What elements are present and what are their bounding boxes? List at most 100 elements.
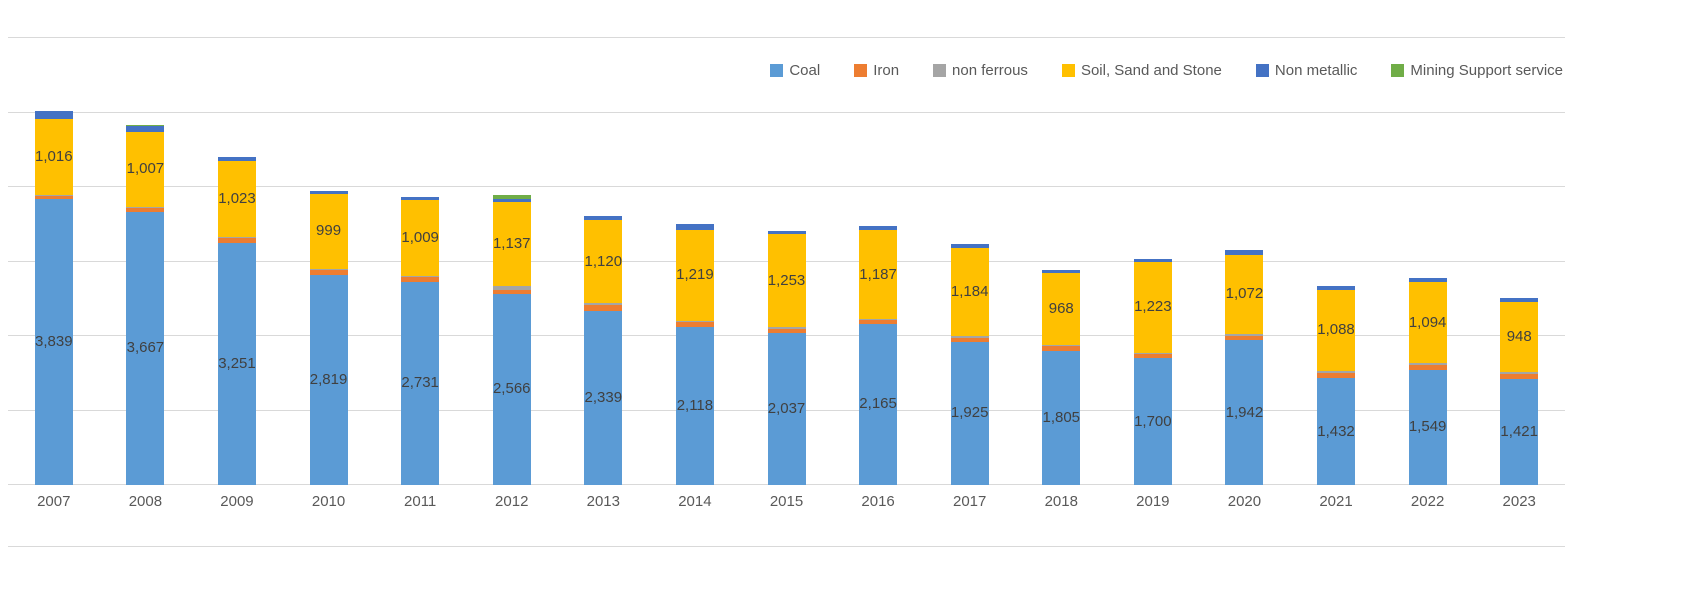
bar-segment-soil-sand-and-stone-2016 xyxy=(859,230,898,319)
bar-segment-iron-2015 xyxy=(767,328,806,334)
bar-segment-non-metallic-2021 xyxy=(1317,286,1356,290)
data-label-coal-2008: 3,667 xyxy=(126,339,165,357)
legend-swatch-icon xyxy=(1061,64,1075,77)
data-label-coal-2010: 2,819 xyxy=(309,371,348,388)
bar-segment-iron-2013 xyxy=(584,305,623,311)
legend-item-non-ferrous: non ferrous xyxy=(933,62,1028,79)
bar-segment-coal-2007 xyxy=(34,199,73,485)
bar-segment-non-ferrous-2018 xyxy=(1042,344,1081,347)
legend-swatch-icon xyxy=(1255,64,1269,77)
bar-segment-iron-2017 xyxy=(950,337,989,342)
bar-segment-non-metallic-2016 xyxy=(859,225,898,231)
gridline-4000 xyxy=(8,186,1565,187)
data-label-soil-sand-and-stone-2016: 1,187 xyxy=(859,265,897,283)
bar-segment-iron-2008 xyxy=(126,207,165,212)
bar-segment-soil-sand-and-stone-2018 xyxy=(1042,272,1081,345)
legend-label: Soil, Sand and Stone xyxy=(1080,62,1222,79)
x-axis-label-2010: 2010 xyxy=(311,493,346,510)
data-label-coal-2018: 1,805 xyxy=(1042,408,1081,426)
data-label-soil-sand-and-stone-2012: 1,137 xyxy=(492,235,531,253)
data-label-soil-sand-and-stone-2008: 1,007 xyxy=(126,160,165,178)
data-label-coal-2012: 2,566 xyxy=(492,380,531,398)
bar-segment-soil-sand-and-stone-2009 xyxy=(217,161,256,238)
legend-swatch-icon xyxy=(1391,64,1405,77)
bar-segment-soil-sand-and-stone-2015 xyxy=(767,233,806,328)
data-label-coal-2011: 2,731 xyxy=(401,374,439,392)
data-label-soil-sand-and-stone-2010: 999 xyxy=(316,222,342,240)
bar-segment-coal-2010 xyxy=(309,275,348,485)
legend-swatch-icon xyxy=(854,64,868,77)
bar-segment-non-metallic-2014 xyxy=(675,224,714,230)
legend-label: Non metallic xyxy=(1274,62,1358,79)
bar-segment-non-ferrous-2013 xyxy=(584,303,623,306)
data-label-soil-sand-and-stone-2013: 1,120 xyxy=(584,252,623,270)
x-axis-label-2022: 2022 xyxy=(1410,493,1445,510)
data-label-soil-sand-and-stone-2011: 1,009 xyxy=(401,229,439,246)
bar-segment-soil-sand-and-stone-2017 xyxy=(950,247,989,336)
legend-item-non-metallic: Non metallic xyxy=(1255,62,1358,79)
bar-segment-mining-support-service-2008 xyxy=(126,125,165,127)
bar-segment-non-metallic-2007 xyxy=(34,110,73,119)
bar-segment-non-ferrous-2020 xyxy=(1225,334,1264,336)
x-axis-label-2008: 2008 xyxy=(128,493,163,510)
bar-segment-non-ferrous-2011 xyxy=(401,275,440,278)
bar-segment-coal-2019 xyxy=(1133,358,1172,485)
data-label-soil-sand-and-stone-2019: 1,223 xyxy=(1134,298,1172,316)
data-label-soil-sand-and-stone-2022: 1,094 xyxy=(1408,313,1447,331)
bar-segment-non-metallic-2009 xyxy=(217,156,256,161)
bar-segment-iron-2022 xyxy=(1408,365,1447,370)
bar-segment-soil-sand-and-stone-2013 xyxy=(584,219,623,304)
legend-item-coal: Coal xyxy=(770,62,820,79)
legend-item-soil-sand-and-stone: Soil, Sand and Stone xyxy=(1061,62,1222,79)
bar-segment-soil-sand-and-stone-2023 xyxy=(1500,301,1539,373)
bar-segment-iron-2016 xyxy=(859,320,898,324)
x-axis-label-2009: 2009 xyxy=(220,493,254,510)
bar-segment-iron-2023 xyxy=(1500,374,1539,380)
data-label-coal-2023: 1,421 xyxy=(1500,423,1538,441)
bar-segment-non-ferrous-2014 xyxy=(675,320,714,323)
chart-bottom-border xyxy=(8,546,1565,547)
bar-segment-iron-2011 xyxy=(401,277,440,282)
x-axis-label-2018: 2018 xyxy=(1044,493,1078,510)
legend-label: Mining Support service xyxy=(1410,62,1563,79)
bar-segment-non-metallic-2022 xyxy=(1408,277,1447,282)
data-label-coal-2009: 3,251 xyxy=(218,354,256,372)
bar-segment-coal-2022 xyxy=(1408,369,1447,485)
bar-segment-soil-sand-and-stone-2014 xyxy=(675,229,714,321)
bar-segment-soil-sand-and-stone-2012 xyxy=(492,201,531,287)
x-axis-label-2016: 2016 xyxy=(861,493,895,510)
x-axis-label-2023: 2023 xyxy=(1502,493,1536,510)
gridline-5000 xyxy=(8,111,1565,113)
data-label-coal-2007: 3,839 xyxy=(35,333,73,350)
x-axis-label-2021: 2021 xyxy=(1319,493,1353,510)
bar-segment-non-metallic-2013 xyxy=(584,215,623,220)
x-axis-label-2017: 2017 xyxy=(952,493,987,510)
data-label-coal-2013: 2,339 xyxy=(584,388,623,406)
bar-segment-non-ferrous-2022 xyxy=(1408,363,1447,366)
data-label-coal-2017: 1,925 xyxy=(950,404,989,422)
x-axis-label-2012: 2012 xyxy=(495,493,529,510)
bar-segment-non-metallic-2011 xyxy=(401,197,440,201)
bar-segment-coal-2017 xyxy=(950,341,989,485)
bar-segment-non-metallic-2010 xyxy=(309,190,348,195)
bar-segment-non-ferrous-2012 xyxy=(492,286,531,290)
x-axis-label-2015: 2015 xyxy=(769,493,804,510)
data-label-soil-sand-and-stone-2017: 1,184 xyxy=(950,282,989,300)
bar-segment-non-metallic-2012 xyxy=(492,198,531,202)
x-axis-labels: 2007 2008 2009 2010 2011 2012 2013 2014 2015 2016… xyxy=(8,493,1565,515)
plot-area: 3,839 1,016 3,667 1,007 3,251 1,023 2,819 999 2,… xyxy=(8,37,1565,485)
legend-label: Iron xyxy=(873,62,900,79)
bar-segment-iron-2014 xyxy=(675,322,714,328)
bar-segment-iron-2010 xyxy=(309,270,348,275)
bar-segment-non-ferrous-2007 xyxy=(34,194,73,196)
gridline-6000 xyxy=(8,37,1565,38)
bar-segment-non-ferrous-2023 xyxy=(1500,372,1539,375)
bar-segment-coal-2009 xyxy=(217,242,256,485)
data-label-soil-sand-and-stone-2020: 1,072 xyxy=(1225,285,1264,303)
legend-swatch-icon xyxy=(933,64,947,77)
bar-segment-soil-sand-and-stone-2019 xyxy=(1133,261,1172,353)
bar-segment-soil-sand-and-stone-2020 xyxy=(1225,254,1264,335)
bar-segment-coal-2015 xyxy=(767,333,806,485)
bar-segment-non-metallic-2020 xyxy=(1225,250,1264,255)
